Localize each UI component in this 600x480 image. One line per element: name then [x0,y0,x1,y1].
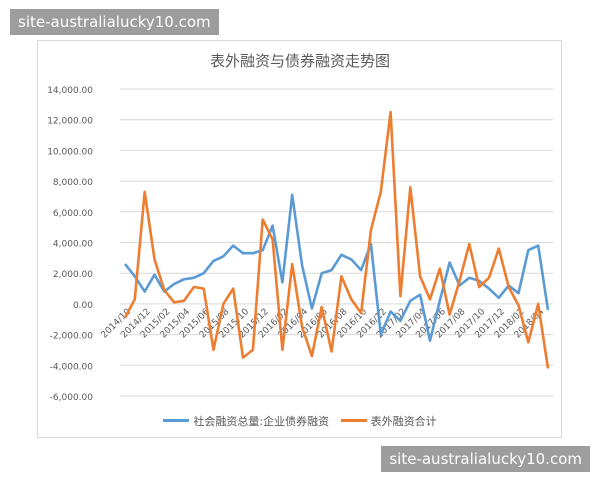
legend-label: 表外融资合计 [370,414,437,428]
watermark-top: site-australialucky10.com [10,9,219,35]
y-tick-label: 12,000.00 [47,117,93,127]
legend: 社会融资总量:企业债券融资 表外融资合计 [0,412,600,429]
y-tick-label: 0.00 [73,301,93,311]
legend-item-offbalance: 表外融资合计 [340,413,437,429]
y-tick-label: 8,000.00 [53,178,93,188]
legend-swatch [340,419,367,422]
y-tick-label: 6,000.00 [53,209,93,219]
y-tick-label: -4,000.00 [50,362,94,372]
y-tick-label: -2,000.00 [50,332,94,342]
y-tick-label: 14,000.00 [47,86,93,96]
y-tick-label: 4,000.00 [53,240,93,250]
y-tick-label: 2,000.00 [53,270,93,280]
legend-label: 社会融资总量:企业债券融资 [193,414,330,428]
legend-item-bond: 社会融资总量:企业债券融资 [163,413,329,429]
watermark-bottom: site-australialucky10.com [381,446,590,472]
legend-swatch [163,419,190,422]
chart-title: 表外融资与债券融资走势图 [209,52,390,70]
y-tick-label: -6,000.00 [50,393,94,403]
y-tick-label: 10,000.00 [47,147,93,157]
series-line-1 [123,110,550,369]
